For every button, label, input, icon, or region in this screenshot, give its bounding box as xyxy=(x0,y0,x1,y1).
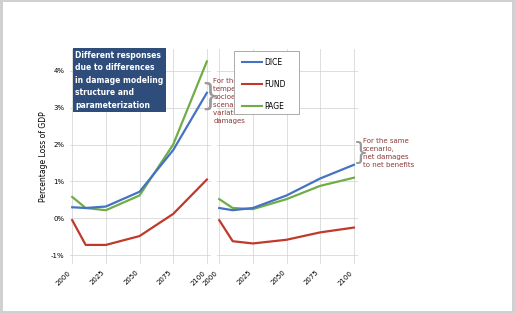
Text: PAGE: PAGE xyxy=(264,101,284,110)
Text: For the same
scenario,
net damages
to net benefits: For the same scenario, net damages to ne… xyxy=(363,138,415,168)
Text: USG5: USG5 xyxy=(273,28,301,37)
Text: Different responses
due to differences
in damage modeling
structure and
paramete: Different responses due to differences i… xyxy=(75,51,163,110)
Text: FUND: FUND xyxy=(264,80,286,89)
Text: }: } xyxy=(201,81,220,110)
Text: For the same
temperature and
socioeconomic
scenario, ~3x
variation in
damages: For the same temperature and socioeconom… xyxy=(214,78,272,124)
Text: USG2: USG2 xyxy=(127,28,154,37)
Text: DICE: DICE xyxy=(264,58,282,67)
Y-axis label: Percentage Loss of GDP: Percentage Loss of GDP xyxy=(39,111,48,202)
Text: }: } xyxy=(353,141,369,165)
